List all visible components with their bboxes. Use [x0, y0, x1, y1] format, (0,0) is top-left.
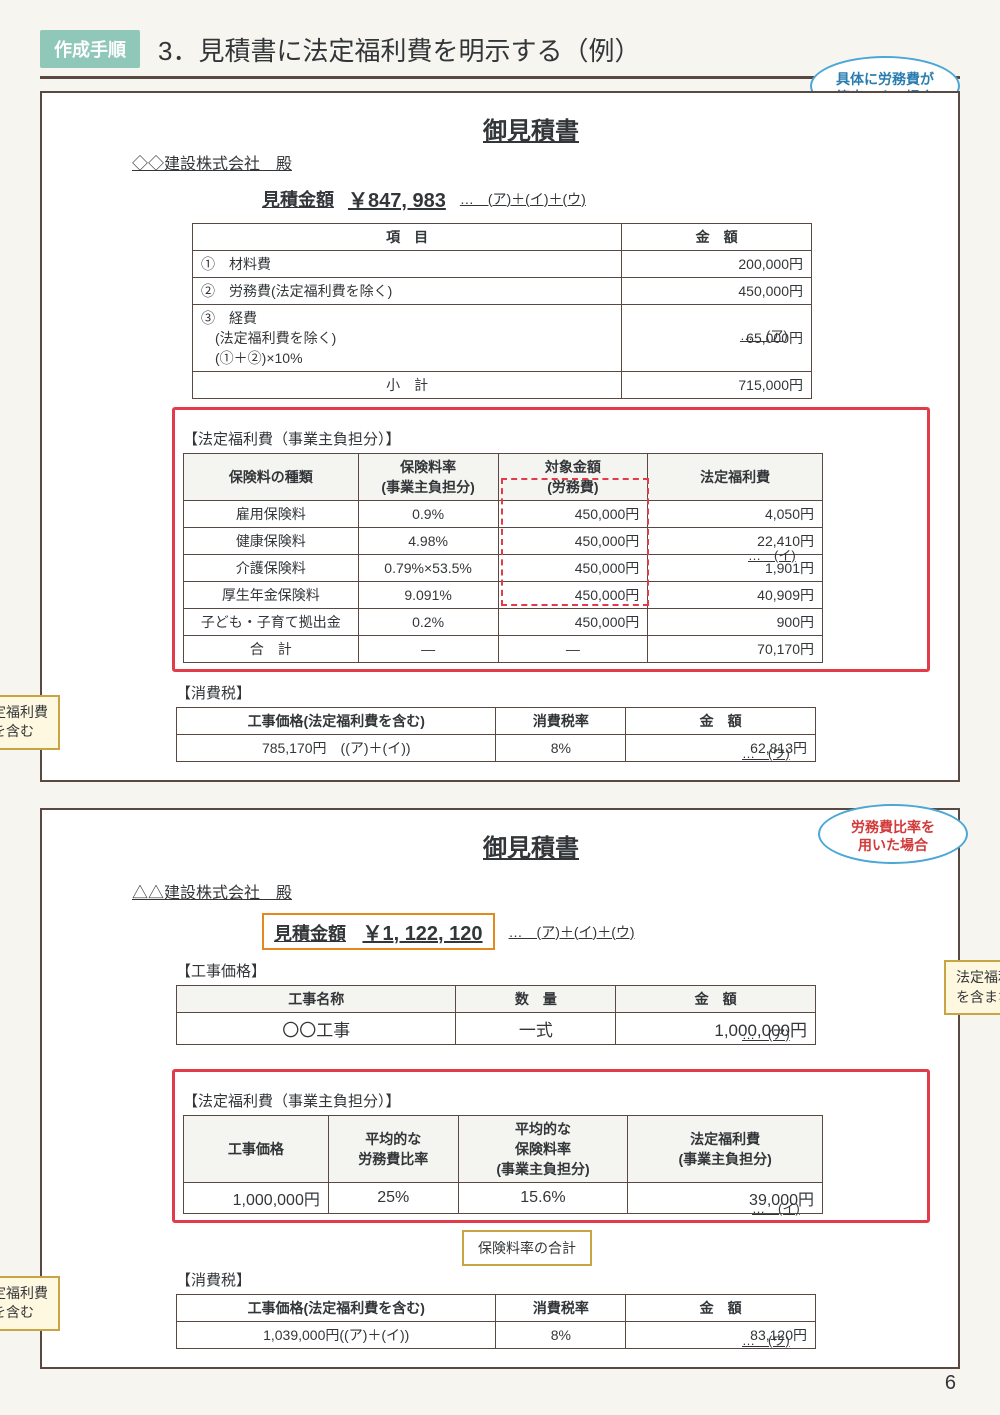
quote1-addressee: ◇◇建設株式会社 殿 — [132, 150, 930, 174]
quote1-tax-head: 【消費税】 — [176, 682, 930, 703]
quote1-tax-mark: … (ウ) — [742, 743, 790, 762]
quote2-total-label: 見積金額 — [274, 924, 346, 944]
quote1-welfare-wrap: 【法定福利費（事業主負担分）】 保険料の種類 保険料率 (事業主負担分) 対象金… — [172, 407, 930, 672]
quote2-welfare-head: 【法定福利費（事業主負担分）】 — [183, 1090, 919, 1111]
quote2-side-note: 法定福利費 を含む — [0, 1276, 60, 1331]
quote1-total-label: 見積金額 — [262, 186, 334, 212]
cloud-case2: 労務費比率を 用いた場合 — [818, 804, 968, 864]
quote1-items-table: 項 目 金 額 ① 材料費200,000円 ② 労務費(法定福利費を除く)450… — [192, 223, 812, 399]
quote2-tax-table: 工事価格(法定福利費を含む) 消費税率 金 額 1,039,000円((ア)＋(… — [176, 1294, 816, 1349]
procedure-badge: 作成手順 — [40, 30, 140, 68]
quote2-addressee: △△建設株式会社 殿 — [132, 879, 930, 903]
quote1-subtotal-mark: … (ア) — [740, 325, 788, 344]
rate-sum-label: 保険料率の合計 — [462, 1230, 592, 1266]
quote1-total-amount: ￥847, 983 — [348, 184, 446, 213]
page-number: 6 — [945, 1372, 956, 1395]
quote1-side-note: 法定福利費 を含む — [0, 695, 60, 750]
quote2-welfare-table: 工事価格 平均的な 労務費比率 平均的な 保険料率 (事業主負担分) 法定福利費… — [183, 1115, 823, 1214]
quote1-welfare-head: 【法定福利費（事業主負担分）】 — [183, 428, 919, 449]
quote1-welfare-mark: … (イ) — [748, 545, 796, 564]
quote-box-1: 御見積書 ◇◇建設株式会社 殿 見積金額 ￥847, 983 … (ア)＋(イ)… — [40, 91, 960, 782]
quote2-price-mark: … (ア) — [742, 1024, 790, 1043]
page-header: 作成手順 3．見積書に法定福利費を明示する（例） — [40, 30, 960, 68]
quote2-side-note-right: 法定福利費 を含まない — [944, 960, 1000, 1015]
quote1-formula: … (ア)＋(イ)＋(ウ) — [460, 189, 586, 209]
quote1-total: 見積金額 ￥847, 983 … (ア)＋(イ)＋(ウ) — [262, 184, 930, 213]
quote2-total-amount: ￥1, 122, 120 — [362, 923, 482, 945]
quote2-title: 御見積書 — [132, 828, 930, 863]
quote2-welfare-wrap: 【法定福利費（事業主負担分）】 工事価格 平均的な 労務費比率 平均的な 保険料… — [172, 1069, 930, 1223]
col-item: 項 目 — [193, 224, 622, 251]
quote2-price-table: 工事名称 数 量 金 額 〇〇工事 一式 1,000,000円 — [176, 985, 816, 1045]
quote1-welfare-table: 保険料の種類 保険料率 (事業主負担分) 対象金額 (労務費) 法定福利費 雇用… — [183, 453, 823, 663]
quote2-formula: … (ア)＋(イ)＋(ウ) — [509, 922, 635, 942]
quote-box-2: 労務費比率を 用いた場合 御見積書 △△建設株式会社 殿 見積金額 ￥1, 12… — [40, 808, 960, 1369]
quote2-tax-head: 【消費税】 — [176, 1269, 930, 1290]
quote2-total: 見積金額 ￥1, 122, 120 … (ア)＋(イ)＋(ウ) — [262, 913, 930, 950]
quote2-price-head: 【工事価格】 — [176, 960, 930, 981]
quote1-title: 御見積書 — [132, 111, 930, 146]
quote1-tax-table: 工事価格(法定福利費を含む) 消費税率 金 額 785,170円 ((ア)＋(イ… — [176, 707, 816, 762]
page-title: 3．見積書に法定福利費を明示する（例） — [158, 31, 640, 68]
quote2-welfare-mark: … (イ) — [752, 1198, 800, 1217]
quote2-tax-mark: … (ウ) — [742, 1330, 790, 1349]
col-amount: 金 額 — [622, 224, 812, 251]
